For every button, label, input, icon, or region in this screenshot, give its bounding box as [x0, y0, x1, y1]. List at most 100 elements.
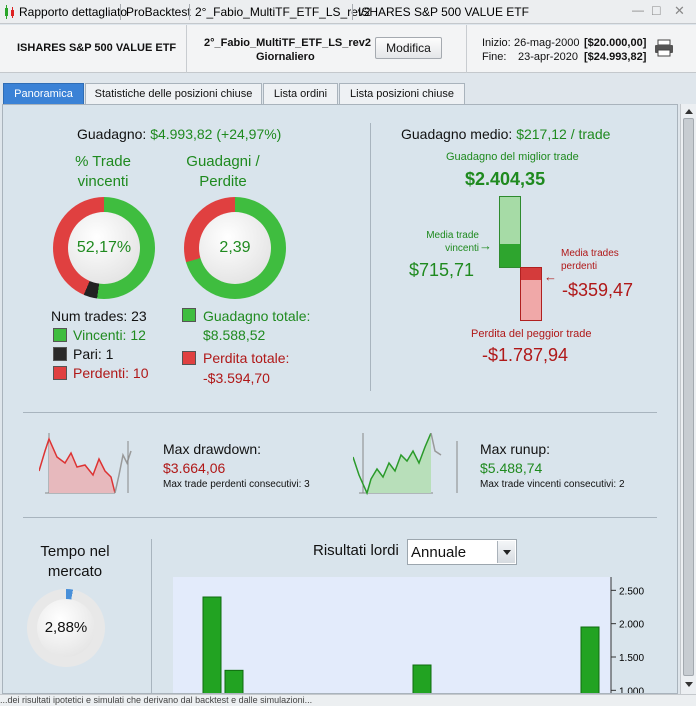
gain-summary: Guadagno: $4.993,82 (+24,97%) — [77, 126, 281, 142]
drawdown-value: $3.664,06 — [163, 460, 226, 476]
bar — [202, 596, 222, 693]
scroll-up-icon[interactable] — [683, 106, 695, 116]
tab-closed-positions-list[interactable]: Lista posizioni chiuse — [339, 83, 465, 104]
losers-count: Perdenti: 10 — [73, 365, 149, 381]
win-rate-title: % Trade vincenti — [75, 153, 131, 190]
y-tick-label: 2.500 — [619, 586, 644, 597]
total-loss-value: -$3.594,70 — [203, 370, 270, 386]
close-button[interactable]: ✕ — [674, 3, 685, 18]
gain-value: $4.993,82 (+24,97%) — [150, 126, 282, 142]
y-tick-label: 1.500 — [619, 653, 644, 664]
tab-bar: Panoramica Statistiche delle posizioni c… — [0, 83, 696, 104]
start-label: Inizio: — [482, 37, 511, 49]
maximize-button[interactable]: □ — [652, 2, 661, 18]
scroll-thumb[interactable] — [683, 118, 694, 676]
bar — [580, 626, 600, 693]
num-trades: Num trades: 23 — [51, 308, 147, 324]
status-text: ...dei risultati ipotetici e simulati ch… — [0, 695, 313, 705]
tab-separator — [120, 4, 121, 20]
chevron-down-icon[interactable] — [497, 541, 515, 563]
scroll-down-icon[interactable] — [683, 680, 695, 690]
avg-loss-box — [520, 267, 542, 321]
divider — [151, 539, 152, 693]
avg-gain-label: Guadagno medio: — [401, 126, 513, 142]
tab-separator — [352, 4, 353, 20]
bar — [412, 664, 432, 693]
time-in-market-value: 2,88% — [44, 619, 88, 636]
period-select[interactable]: Annuale — [407, 539, 517, 565]
total-loss-swatch — [182, 351, 196, 365]
tab-detailed-report[interactable]: Rapporto dettagliato — [19, 5, 128, 19]
overview-panel: Guadagno: $4.993,82 (+24,97%) % Trade vi… — [2, 104, 678, 694]
y-tick-label: 2.000 — [619, 620, 644, 631]
plot-area — [173, 577, 611, 693]
gain-label: Guadagno: — [77, 126, 147, 142]
winners-swatch — [53, 328, 67, 342]
system-name: 2°_Fabio_MultiTF_ETF_LS_rev2 — [204, 37, 371, 49]
avg-win-value: $715,71 — [409, 260, 475, 280]
title-bar: Rapporto dettagliato ProBacktest 2°_Fabi… — [0, 0, 696, 24]
tab-instrument[interactable]: ISHARES S&P 500 VALUE ETF — [358, 5, 529, 19]
tab-order-list[interactable]: Lista ordini — [263, 83, 338, 104]
bar — [224, 669, 244, 693]
even-count: Pari: 1 — [73, 346, 114, 362]
start-capital: [$20.000,00] — [584, 37, 647, 49]
start-date: 26-mag-2000 — [514, 37, 580, 49]
end-capital: [$24.993,82] — [584, 51, 647, 63]
drawdown-sparkline — [39, 433, 132, 494]
avg-gain-value: $217,12 / trade — [516, 126, 611, 142]
report-header: ISHARES S&P 500 VALUE ETF 2°_Fabio_Multi… — [0, 25, 696, 73]
minimize-button[interactable]: — — [632, 3, 644, 17]
instrument-name: ISHARES S&P 500 VALUE ETF — [17, 42, 177, 54]
avg-win-arrow: → — [479, 238, 492, 253]
avg-win-label: Media trade vincenti — [426, 230, 479, 254]
tab-separator — [189, 4, 190, 20]
winners-count: Vincenti: 12 — [73, 327, 146, 343]
losers-swatch — [53, 366, 67, 380]
total-gain-value: $8.588,52 — [203, 327, 266, 343]
divider — [186, 25, 187, 73]
drawdown-consecutive: Max trade perdenti consecutivi: 3 — [163, 479, 310, 490]
vertical-scrollbar[interactable] — [680, 104, 696, 694]
divider — [370, 123, 371, 391]
gross-results-chart: 2.500 2.000 1.500 1.000 — [173, 577, 644, 694]
printer-icon[interactable] — [654, 39, 674, 57]
total-gain-swatch — [182, 308, 196, 322]
runup-consecutive: Max trade vincenti consecutivi: 2 — [480, 479, 625, 490]
best-trade-label: Guadagno del miglior trade — [446, 151, 579, 163]
divider — [23, 517, 657, 518]
status-bar: ...dei risultati ipotetici e simulati ch… — [0, 694, 696, 706]
avg-win-box — [499, 196, 521, 268]
tab-probacktest[interactable]: ProBacktest — [126, 5, 191, 19]
y-tick-label: 1.000 — [619, 686, 644, 694]
end-label: Fine: — [482, 51, 507, 63]
tab-closed-positions-stats[interactable]: Statistiche delle posizioni chiuse — [85, 83, 262, 104]
candlestick-icon — [5, 5, 14, 19]
gain-loss-ring — [184, 197, 286, 299]
worst-trade-label: Perdita del peggior trade — [471, 328, 592, 340]
win-rate-value: 52,17% — [76, 239, 132, 256]
end-date: 23-apr-2020 — [518, 51, 578, 63]
worst-trade-value: -$1.787,94 — [482, 345, 569, 365]
time-in-market-ring — [27, 589, 105, 667]
total-gain-label: Guadagno totale: — [203, 308, 311, 324]
runup-sparkline — [353, 433, 458, 496]
divider — [23, 412, 657, 413]
total-loss-label: Perdita totale: — [203, 350, 290, 366]
avg-loss-arrow: ← — [544, 269, 557, 284]
gain-loss-value: 2,39 — [219, 239, 251, 256]
even-swatch — [53, 347, 67, 361]
gross-results-label: Risultati lordi — [313, 542, 399, 559]
period-select-value: Annuale — [411, 544, 467, 561]
modify-button[interactable]: Modifica — [375, 37, 442, 59]
runup-title: Max runup: — [480, 441, 551, 457]
timeframe: Giornaliero — [256, 51, 315, 63]
avg-loss-value: -$359,47 — [562, 280, 634, 300]
best-trade-value: $2.404,35 — [465, 169, 546, 189]
divider — [466, 25, 467, 73]
tab-overview[interactable]: Panoramica — [3, 83, 84, 104]
avg-loss-label: Media trades perdenti — [561, 248, 619, 272]
time-in-market-title: Tempo nel mercato — [40, 543, 110, 580]
tab-system-name[interactable]: 2°_Fabio_MultiTF_ETF_LS_rev2 — [195, 5, 371, 19]
win-rate-ring — [53, 197, 155, 299]
